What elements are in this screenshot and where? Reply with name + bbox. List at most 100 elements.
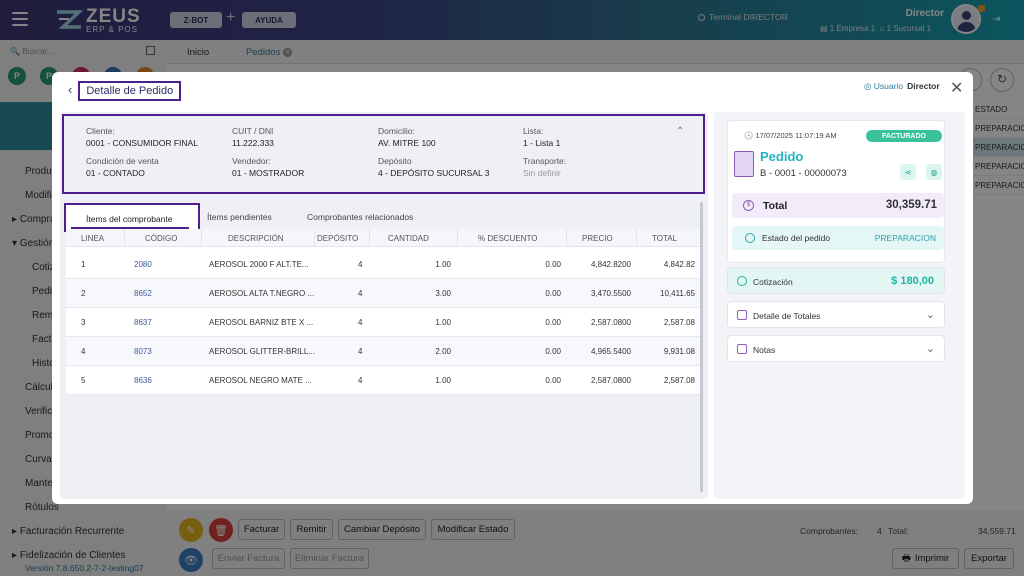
table-row[interactable]: 5 8636 AEROSOL NEGRO MATE ... 4 1.00 0.0… xyxy=(66,366,703,395)
sidebar-item-curvas[interactable]: Curvas xyxy=(25,454,57,465)
avatar[interactable] xyxy=(951,4,981,34)
back-icon[interactable]: ‹ xyxy=(68,82,73,97)
chevron-down-icon[interactable]: ⌄ xyxy=(925,343,935,355)
sidebar-search[interactable]: 🔍 Buscar... xyxy=(10,47,54,56)
sidebar-item-facturas[interactable]: Facturas xyxy=(32,334,71,345)
tab-pedidos[interactable]: Pedidos × xyxy=(246,47,293,58)
cell-total: 4,842.82 xyxy=(663,260,695,269)
remitir-button[interactable]: Remitir xyxy=(290,519,333,540)
table-row[interactable]: 3 8637 AEROSOL BARNIZ BTE X ... 4 1.00 0… xyxy=(66,308,703,337)
top-bar: ZEUS ERP & POS Z-BOT + AYUDA Terminal DI… xyxy=(0,0,1024,40)
document-icon xyxy=(734,151,754,177)
cell-codigo: 8636 xyxy=(134,376,152,385)
zbot-button[interactable]: Z-BOT xyxy=(170,12,222,28)
view-icon[interactable]: 👁 xyxy=(179,548,203,572)
sidebar-item-historial[interactable]: Historial xyxy=(32,358,69,369)
cell-deposito: 4 xyxy=(358,347,363,356)
cambiar-deposito-button[interactable]: Cambiar Depósito xyxy=(338,519,426,540)
cell-descripcion: AEROSOL GLITTER-BRILL... xyxy=(209,347,315,356)
cell-linea: 1 xyxy=(81,260,86,269)
cell-total: 9,931.08 xyxy=(663,347,695,356)
expand-icon[interactable] xyxy=(146,46,155,55)
eliminar-factura-button[interactable]: Eliminar Factura xyxy=(290,548,369,569)
col-total[interactable]: TOTAL xyxy=(652,234,678,243)
detalle-totales-label: Detalle de Totales xyxy=(753,311,821,321)
zeus-logo-icon xyxy=(55,9,84,33)
tab-inicio[interactable]: Inicio xyxy=(187,47,210,58)
imprimir-button[interactable]: 🖶 Imprimir xyxy=(892,548,959,569)
cell-cantidad: 2.00 xyxy=(435,347,451,356)
condicion-value: 01 - CONTADO xyxy=(86,168,145,178)
cell-deposito: 4 xyxy=(358,318,363,327)
sidebar-item-rotulos[interactable]: Rótulos xyxy=(25,502,59,513)
cell-cantidad: 1.00 xyxy=(435,260,451,269)
sidebar-item-remitos[interactable]: Remitos xyxy=(32,310,69,321)
zeus-logo: ZEUS ERP & POS xyxy=(55,7,141,34)
cuit-label: CUIT / DNI xyxy=(232,126,274,136)
cell-codigo: 8637 xyxy=(134,318,152,327)
col-precio[interactable]: PRECIO xyxy=(582,234,613,243)
sidebar-item-facturacion-recurrente[interactable]: ▸ Facturación Recurrente xyxy=(12,526,125,537)
col-linea[interactable]: LINEA xyxy=(81,234,105,243)
ayuda-button[interactable]: AYUDA xyxy=(242,12,296,28)
table-row[interactable]: 4 8073 AEROSOL GLITTER-BRILL... 4 2.00 0… xyxy=(66,337,703,366)
col-codigo[interactable]: CÓDIGO xyxy=(145,234,178,243)
sidebar-item-pedidos[interactable]: Pedidos xyxy=(32,286,69,297)
menu-icon[interactable] xyxy=(12,12,28,26)
estado-cell: PREPARACION xyxy=(972,157,1024,176)
cell-total: 2,587.08 xyxy=(663,376,695,385)
status-badge: FACTURADO xyxy=(866,130,942,142)
domicilio-value: AV. MITRE 100 xyxy=(378,138,436,148)
tabs-bar: Inicio Pedidos × xyxy=(167,40,1024,64)
cell-cantidad: 3.00 xyxy=(435,289,451,298)
share-icon[interactable]: ⋖ xyxy=(900,164,916,180)
collapse-icon[interactable]: ⌃ xyxy=(676,126,685,137)
sidebar-item-gestion[interactable]: ▾ Gestión xyxy=(12,238,55,249)
cell-precio: 2,587.0800 xyxy=(590,376,631,385)
table-header: LINEA CÓDIGO DESCRIPCIÓN DEPÓSITO CANTID… xyxy=(66,229,703,247)
sidebar-item-calculos[interactable]: Cálculos xyxy=(25,382,64,393)
sidebar-item-compras[interactable]: ▸ Compras xyxy=(12,214,61,225)
tab-items-comprobante[interactable]: Ítems del comprobante xyxy=(64,203,200,232)
logo-subtitle: ERP & POS xyxy=(86,25,138,34)
receipt-icon xyxy=(737,310,747,320)
table-row[interactable]: 2 8652 AEROSOL ALTA T.NEGRO ... 4 3.00 0… xyxy=(66,279,703,308)
refresh-icon[interactable]: ↻ xyxy=(990,68,1014,92)
cotizacion-label: Cotización xyxy=(753,277,793,287)
cell-codigo: 8073 xyxy=(134,347,152,356)
tab-items-pendientes[interactable]: Ítems pendientes xyxy=(207,212,272,222)
enviar-factura-button[interactable]: Enviar Factura xyxy=(212,548,285,569)
doc-number: B - 0001 - 00000073 xyxy=(760,168,847,179)
cotizacion-value: $ 180,00 xyxy=(891,275,934,287)
cell-precio: 4,965.5400 xyxy=(590,347,631,356)
pedido-date: 🕓 17/07/2025 11:07:19 AM xyxy=(744,131,837,140)
facturar-button[interactable]: Facturar xyxy=(238,519,285,540)
col-deposito[interactable]: DEPÓSITO xyxy=(317,234,359,243)
col-descripcion[interactable]: DESCRIPCIÓN xyxy=(228,234,284,243)
sidebar-item-verificacion[interactable]: Verificación xyxy=(25,406,77,417)
delete-icon[interactable]: 🗑 xyxy=(209,518,233,542)
detalle-totales-accordion[interactable]: Detalle de Totales ⌄ xyxy=(727,301,945,328)
shortcut-circle[interactable]: P xyxy=(8,67,26,85)
scrollbar[interactable] xyxy=(700,202,703,492)
chevron-down-icon[interactable]: ⌄ xyxy=(925,309,935,321)
comprobantes-label: Comprobantes: xyxy=(800,526,859,536)
globe-icon[interactable]: ◍ xyxy=(926,164,942,180)
edit-icon[interactable]: ✎ xyxy=(179,518,203,542)
vendedor-value: 01 - MOSTRADOR xyxy=(232,168,305,178)
close-icon[interactable]: ✕ xyxy=(950,80,964,97)
estado-cell: PREPARACION xyxy=(972,138,1024,157)
col-descuento[interactable]: % DESCUENTO xyxy=(478,234,538,243)
client-info-section: Cliente: 0001 - CONSUMIDOR FINAL CUIT / … xyxy=(62,114,705,194)
modificar-estado-button[interactable]: Modificar Estado xyxy=(431,519,515,540)
col-cantidad[interactable]: CANTIDAD xyxy=(388,234,429,243)
logout-icon[interactable]: ⇥ xyxy=(992,14,1001,25)
table-row[interactable]: 1 2080 AEROSOL 2000 F ALT.TE... 4 1.00 0… xyxy=(66,250,703,279)
sidebar-item-fidelizacion[interactable]: ▸ Fidelización de Clientes xyxy=(12,550,126,561)
tab-comprobantes-relacionados[interactable]: Comprobantes relacionados xyxy=(307,212,414,222)
notas-accordion[interactable]: Notas ⌄ xyxy=(727,335,945,362)
cell-descuento: 0.00 xyxy=(545,376,561,385)
sidebar-item-productos[interactable]: Productos xyxy=(25,166,71,177)
exportar-button[interactable]: Exportar xyxy=(964,548,1014,569)
close-tab-icon[interactable]: × xyxy=(283,47,293,58)
